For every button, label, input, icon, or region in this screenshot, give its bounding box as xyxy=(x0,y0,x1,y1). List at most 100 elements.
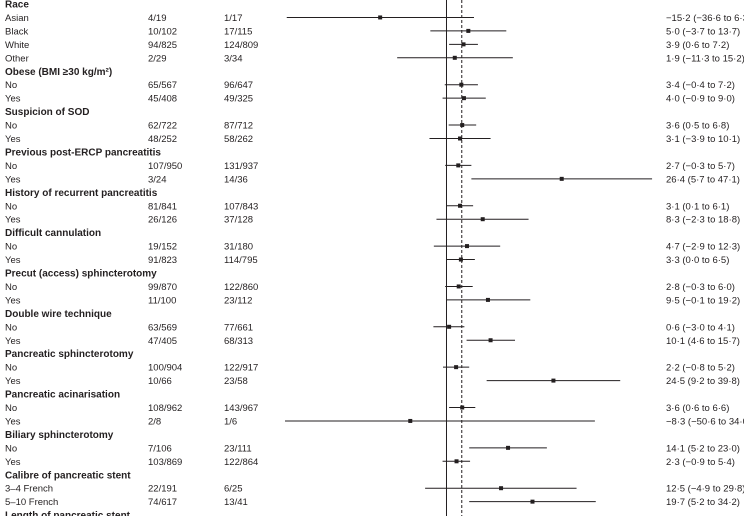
row-label: Yes xyxy=(5,336,21,347)
row-label: Yes xyxy=(5,295,21,306)
estimate-ci-text: −15·2 (−36·6 to 6·3) xyxy=(666,13,744,24)
estimate-ci-text: 3·1 (−3·9 to 10·1) xyxy=(666,134,740,145)
estimate-ci-text: 4·0 (−0·9 to 9·0) xyxy=(666,94,735,105)
row-label: Yes xyxy=(5,94,21,105)
group-b-events: 1/6 xyxy=(224,416,237,427)
subgroup-header: Race xyxy=(5,0,29,11)
row-label: No xyxy=(5,363,17,374)
group-b-events: 96/647 xyxy=(224,80,253,91)
group-b-events: 31/180 xyxy=(224,242,253,253)
subgroup-header: Precut (access) sphincterotomy xyxy=(5,269,157,280)
group-b-events: 13/41 xyxy=(224,497,248,508)
point-estimate xyxy=(485,297,490,302)
subgroup-header: Previous post-ERCP pancreatitis xyxy=(5,147,161,158)
group-b-events: 107/843 xyxy=(224,201,258,212)
row-label: Yes xyxy=(5,174,21,185)
estimate-ci-text: 2·7 (−0·3 to 5·7) xyxy=(666,161,735,172)
subgroup-header: Pancreatic sphincterotomy xyxy=(5,349,134,360)
group-a-events: 65/567 xyxy=(148,80,177,91)
point-estimate xyxy=(460,405,465,410)
estimate-ci-text: 9·5 (−0·1 to 19·2) xyxy=(666,295,740,306)
row-label: No xyxy=(5,443,17,454)
group-b-events: 122/860 xyxy=(224,282,258,293)
estimate-ci-text: 2·2 (−0·8 to 5·2) xyxy=(666,363,735,374)
row-label: No xyxy=(5,403,17,414)
point-estimate xyxy=(465,244,470,249)
row-label: Yes xyxy=(5,255,21,266)
group-a-events: 91/823 xyxy=(148,255,177,266)
row-label: Yes xyxy=(5,376,21,387)
estimate-ci-text: 24·5 (9·2 to 39·8) xyxy=(666,376,740,387)
row-label: White xyxy=(5,40,29,51)
group-a-events: 99/870 xyxy=(148,282,177,293)
row-label: Yes xyxy=(5,457,21,468)
point-estimate xyxy=(378,15,383,20)
group-b-events: 1/17 xyxy=(224,13,243,24)
group-a-events: 48/252 xyxy=(148,134,177,145)
point-estimate xyxy=(461,96,466,101)
point-estimate xyxy=(466,28,471,33)
point-estimate xyxy=(456,163,461,168)
group-a-events: 100/904 xyxy=(148,363,182,374)
subgroup-header: Obese (BMI ≥30 kg/m²) xyxy=(5,67,112,78)
group-a-events: 103/869 xyxy=(148,457,182,468)
group-b-events: 77/661 xyxy=(224,322,253,333)
point-estimate xyxy=(458,257,463,262)
group-a-events: 26/126 xyxy=(148,215,177,226)
point-estimate xyxy=(458,203,463,208)
group-a-events: 2/8 xyxy=(148,416,161,427)
point-estimate xyxy=(460,123,465,128)
group-a-events: 94/825 xyxy=(148,40,177,51)
group-b-events: 49/325 xyxy=(224,94,253,105)
group-a-events: 10/102 xyxy=(148,26,177,37)
subgroup-header: Double wire technique xyxy=(5,309,112,320)
group-b-events: 17/115 xyxy=(224,26,252,37)
estimate-ci-text: 3·1 (0·1 to 6·1) xyxy=(666,201,729,212)
group-a-events: 47/405 xyxy=(148,336,177,347)
estimate-ci-text: −8·3 (−50·6 to 34·0) xyxy=(666,416,744,427)
point-estimate xyxy=(454,365,459,370)
estimate-ci-text: 5·0 (−3·7 to 13·7) xyxy=(666,26,740,37)
group-b-events: 143/967 xyxy=(224,403,258,414)
point-estimate xyxy=(456,284,461,289)
group-b-events: 3/34 xyxy=(224,53,243,64)
estimate-ci-text: 3·3 (0·0 to 6·5) xyxy=(666,255,729,266)
group-b-events: 114/795 xyxy=(224,255,258,266)
estimate-ci-text: 8·3 (−2·3 to 18·8) xyxy=(666,215,740,226)
group-a-events: 7/106 xyxy=(148,443,172,454)
group-b-events: 23/112 xyxy=(224,295,252,306)
estimate-ci-text: 2·8 (−0·3 to 6·0) xyxy=(666,282,735,293)
subgroup-header: Difficult cannulation xyxy=(5,228,101,239)
subgroup-header: Length of pancreatic stent xyxy=(5,511,131,516)
estimate-ci-text: 12·5 (−4·9 to 29·8) xyxy=(666,484,744,495)
group-b-events: 23/58 xyxy=(224,376,248,387)
row-label: No xyxy=(5,161,17,172)
row-label: No xyxy=(5,242,17,253)
estimate-ci-text: 10·1 (4·6 to 15·7) xyxy=(666,336,740,347)
row-label: No xyxy=(5,80,17,91)
estimate-ci-text: 4·7 (−2·9 to 12·3) xyxy=(666,242,740,253)
point-estimate xyxy=(488,338,493,343)
point-estimate xyxy=(447,324,452,329)
group-a-events: 74/617 xyxy=(148,497,177,508)
group-b-events: 37/128 xyxy=(224,215,253,226)
group-b-events: 68/313 xyxy=(224,336,253,347)
point-estimate xyxy=(499,486,504,491)
estimate-ci-text: 3·6 (0·5 to 6·8) xyxy=(666,121,729,132)
row-label: Black xyxy=(5,26,28,37)
group-b-events: 14/36 xyxy=(224,174,248,185)
row-label: No xyxy=(5,322,17,333)
group-b-events: 87/712 xyxy=(224,121,253,132)
row-label: Yes xyxy=(5,215,21,226)
row-label: No xyxy=(5,201,17,212)
estimate-ci-text: 2·3 (−0·9 to 5·4) xyxy=(666,457,735,468)
point-estimate xyxy=(530,499,535,504)
row-label: Other xyxy=(5,53,29,64)
group-a-events: 108/962 xyxy=(148,403,182,414)
point-estimate xyxy=(506,445,511,450)
estimate-ci-text: 14·1 (5·2 to 23·0) xyxy=(666,443,740,454)
group-b-events: 122/864 xyxy=(224,457,258,468)
subgroup-header: History of recurrent pancreatitis xyxy=(5,188,158,199)
subgroup-header: Biliary sphincterotomy xyxy=(5,430,114,441)
